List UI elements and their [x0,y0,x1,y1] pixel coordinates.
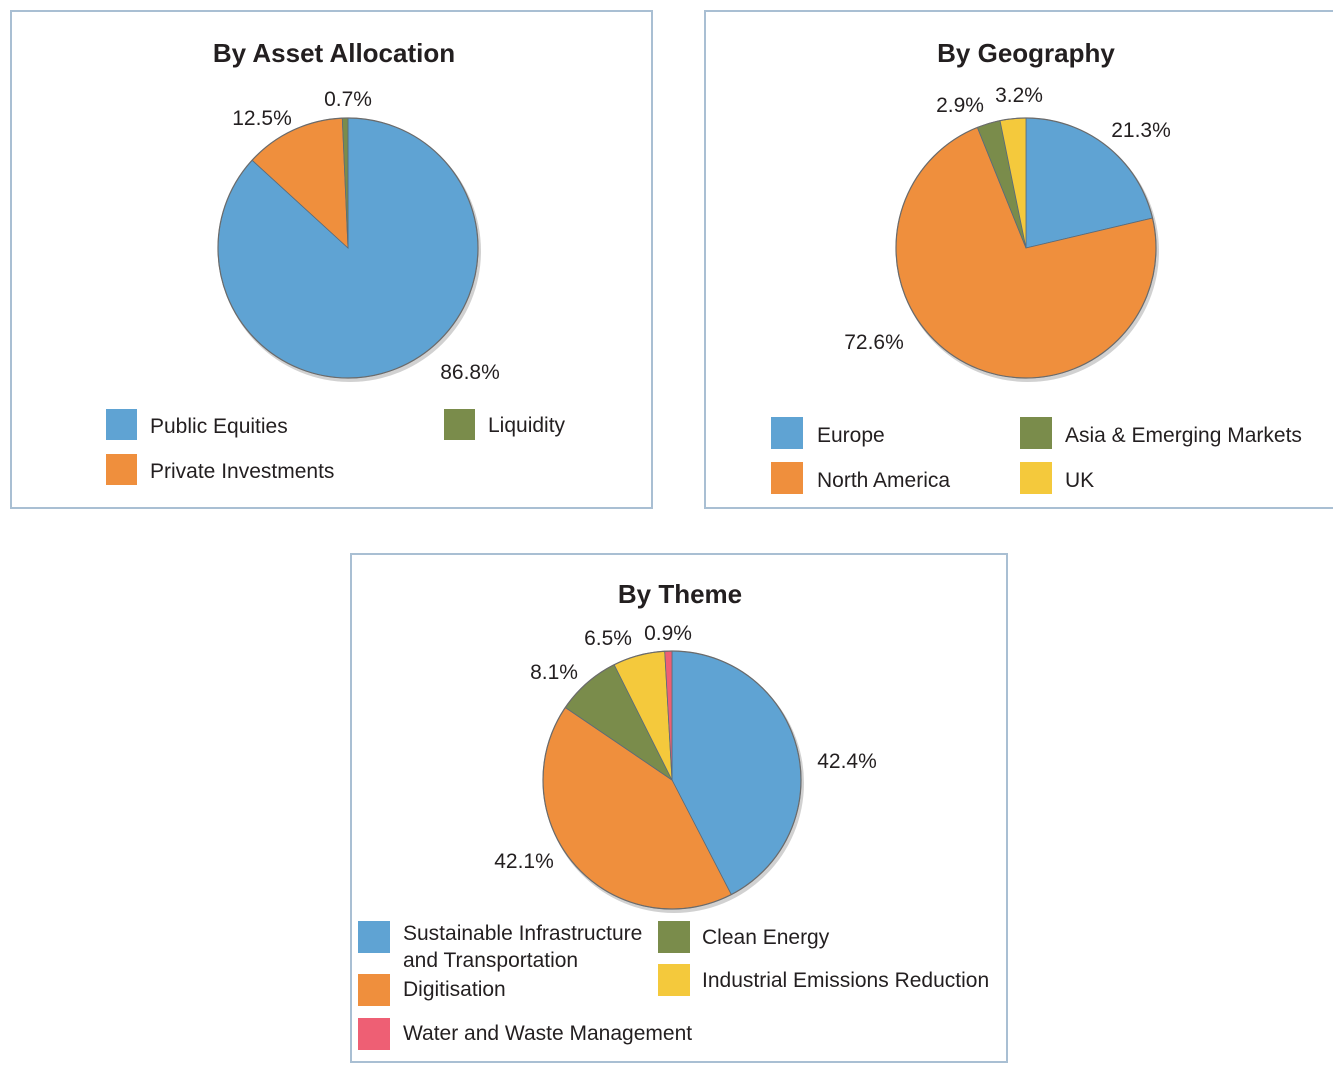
slice-label-public-equities: 86.8% [440,361,500,384]
legend-swatch-private-investments [106,454,137,485]
chart-title: By Geography [937,38,1115,68]
geography-panel: By Geography 21.3% 72.6% 2.9% 3.2% Europ… [704,10,1333,509]
asset-allocation-panel: By Asset Allocation 86.8% 12.5% 0.7% Pub… [10,10,653,509]
slice-label-private-investments: 12.5% [232,107,292,130]
theme-chart: By Theme 42.4% 42.1% 8.1% 6.5% 0.9% Sust… [358,579,989,1050]
slice-label-liquidity: 0.7% [324,88,372,111]
legend-label-water-waste: Water and Waste Management [403,1022,692,1045]
legend: Europe North America Asia & Emerging Mar… [771,417,1302,494]
legend: Sustainable Infrastructure and Transport… [358,921,989,1050]
slice-labels: 86.8% 12.5% 0.7% [232,88,500,384]
legend-swatch-north-america [771,462,803,494]
pie-slices [895,117,1159,382]
legend-label-line: Sustainable Infrastructure [403,922,642,945]
legend: Public Equities Private Investments Liqu… [106,409,566,485]
legend-swatch-public-equities [106,409,137,440]
legend-swatch-asia-emerging-markets [1020,417,1052,449]
legend-label-north-america: North America [817,469,950,492]
slice-labels: 21.3% 72.6% 2.9% 3.2% [844,84,1171,354]
legend-label-liquidity: Liquidity [488,414,566,437]
pie-outline [542,650,802,910]
legend-swatch-uk [1020,462,1052,494]
legend-label-digitisation: Digitisation [403,978,506,1001]
pie-slices [542,650,804,913]
slice-label-water-waste: 0.9% [644,622,692,645]
slice-label-sustainable-infrastructure: 42.4% [817,750,877,773]
legend-swatch-sustainable-infrastructure [358,921,390,953]
legend-label-sustainable-infrastructure: Sustainable Infrastructure and Transport… [403,922,648,972]
pie-outline [217,117,479,379]
legend-swatch-water-waste [358,1018,390,1050]
legend-label-industrial-emissions: Industrial Emissions Reduction [702,969,989,992]
chart-title: By Asset Allocation [213,38,455,68]
legend-label-private-investments: Private Investments [150,460,334,483]
geography-chart: By Geography 21.3% 72.6% 2.9% 3.2% Europ… [771,38,1302,494]
slice-labels: 42.4% 42.1% 8.1% 6.5% 0.9% [494,622,877,873]
slice-label-clean-energy: 8.1% [530,661,578,684]
slice-label-uk: 3.2% [995,84,1043,107]
legend-swatch-liquidity [444,409,475,440]
slice-label-asia-emerging-markets: 2.9% [936,94,984,117]
pie-slices [217,117,481,382]
chart-title: By Theme [618,579,742,609]
pie-outline [895,117,1157,379]
legend-swatch-clean-energy [658,921,690,953]
legend-label-europe: Europe [817,424,885,447]
slice-label-europe: 21.3% [1111,119,1171,142]
legend-label-clean-energy: Clean Energy [702,926,830,949]
legend-label-public-equities: Public Equities [150,415,288,438]
asset-allocation-chart: By Asset Allocation 86.8% 12.5% 0.7% Pub… [106,38,566,485]
theme-panel: By Theme 42.4% 42.1% 8.1% 6.5% 0.9% Sust… [350,553,1008,1063]
slice-label-north-america: 72.6% [844,331,904,354]
legend-label-uk: UK [1065,469,1094,492]
legend-swatch-industrial-emissions [658,964,690,996]
slice-label-industrial-emissions: 6.5% [584,627,632,650]
legend-label-asia-emerging-markets: Asia & Emerging Markets [1065,424,1302,447]
legend-swatch-digitisation [358,974,390,1006]
legend-label-line: and Transportation [403,949,578,972]
legend-swatch-europe [771,417,803,449]
slice-label-digitisation: 42.1% [494,850,554,873]
